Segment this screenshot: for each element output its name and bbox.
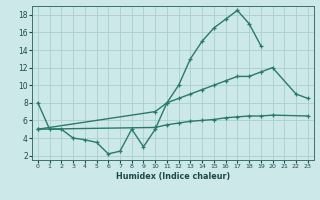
X-axis label: Humidex (Indice chaleur): Humidex (Indice chaleur) [116, 172, 230, 181]
